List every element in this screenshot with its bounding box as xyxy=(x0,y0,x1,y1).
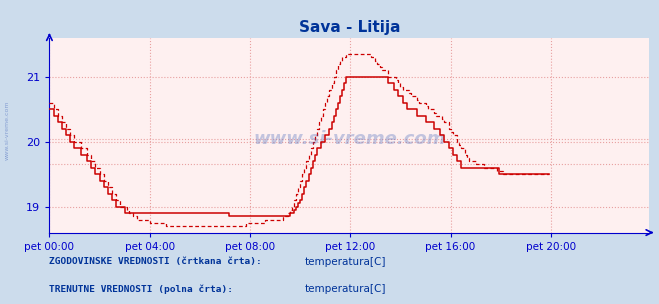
Text: www.si-vreme.com: www.si-vreme.com xyxy=(5,101,10,161)
Text: www.si-vreme.com: www.si-vreme.com xyxy=(253,130,445,148)
Text: ZGODOVINSKE VREDNOSTI (črtkana črta):: ZGODOVINSKE VREDNOSTI (črtkana črta): xyxy=(49,257,262,266)
Text: temperatura[C]: temperatura[C] xyxy=(305,257,387,267)
Text: temperatura[C]: temperatura[C] xyxy=(305,284,387,294)
Title: Sava - Litija: Sava - Litija xyxy=(299,20,400,36)
Text: TRENUTNE VREDNOSTI (polna črta):: TRENUTNE VREDNOSTI (polna črta): xyxy=(49,284,233,294)
